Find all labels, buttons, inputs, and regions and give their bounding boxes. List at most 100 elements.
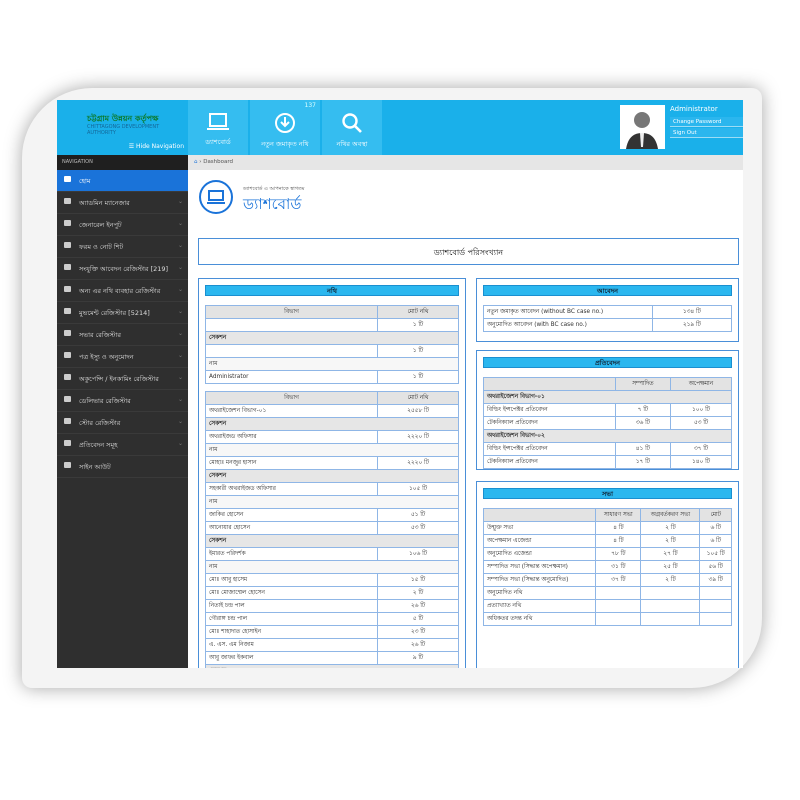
chevron-down-icon: ⌄ xyxy=(177,418,183,425)
chevron-down-icon: ⌄ xyxy=(177,352,183,359)
section-row: নাম xyxy=(205,495,459,509)
stats-table: সম্পাদিত অপেক্ষমান অথরাইজেশন বিভাগ-০১ বিল্ড… xyxy=(483,377,733,469)
sidebar-item[interactable]: প্রতিবেদন সমূহ ⌄ xyxy=(57,434,188,456)
column-header: অপেক্ষমান xyxy=(669,377,733,391)
table-row: মোঃ শাহাদাত হোসাইন ২৩ টি xyxy=(204,625,459,639)
row-label: ইমারত পরিদর্শক xyxy=(204,547,379,561)
row-label: Administrator xyxy=(204,370,379,384)
cell-value: ৩১ টি xyxy=(595,560,642,574)
sidebar-item-label: সভার রেজিস্টার xyxy=(79,331,121,339)
table-row: অনুমোদিত নথি xyxy=(482,586,732,600)
cell-value: ৫১ টি xyxy=(377,508,459,522)
cell-value: ৩৬ টি xyxy=(614,416,671,430)
cell-value xyxy=(699,586,732,600)
column-header: বিভাগ xyxy=(204,391,379,405)
section-label: সেকশন xyxy=(205,331,459,345)
column-header: মোট নথি xyxy=(377,391,459,405)
sidebar-item[interactable]: অকুপেন্সি / ইনকামিং রেজিস্টার ⌄ xyxy=(57,368,188,390)
cell-value xyxy=(640,599,701,613)
table-row: উন্মুক্ত সভা ৪ টি ২ টি ৬ টি xyxy=(482,521,732,535)
cell-value: ২২২০ টি xyxy=(377,456,459,470)
row-label: অপেক্ষমান এজেন্ডা xyxy=(482,534,597,548)
cell-value: ৯ টি xyxy=(377,651,459,665)
search-icon xyxy=(342,113,362,133)
sidebar-item-label: অ্যাডমিন ম্যানেজার xyxy=(79,199,130,207)
table-row: Administrator ১ টি xyxy=(204,370,459,384)
table-row: সম্পাদিত সভা (সিদ্ধান্ত অপেক্ষমান) ৩১ টি ২… xyxy=(482,560,732,574)
cell-value: ২১৯ টি xyxy=(651,318,733,332)
cell-value: ৩৯ টি xyxy=(699,573,732,587)
menu-icon xyxy=(64,198,71,204)
laptop-icon xyxy=(199,180,233,214)
row-label: মোঃ আবু হাসেম xyxy=(204,573,379,587)
sidebar-item[interactable]: স্টোর রেজিস্টার ⌄ xyxy=(57,412,188,434)
section-row: সেকশন xyxy=(205,534,459,548)
sidebar-item-label: প্রতিবেদন সমূহ xyxy=(79,441,118,449)
sidebar-item[interactable]: সংযুক্তি আবেদন রেজিস্টার [219] ⌄ xyxy=(57,258,188,280)
file-status-label: নথির অবস্থা xyxy=(336,140,368,148)
section-label: সেকশন xyxy=(205,534,459,548)
cell-value xyxy=(595,612,642,626)
section-label: নাম xyxy=(205,357,459,371)
sidebar-item[interactable]: সভার রেজিস্টার ⌄ xyxy=(57,324,188,346)
row-label: অনুমোদিত এজেন্ডা xyxy=(482,547,597,561)
sidebar-item-label: ডেলিভার রেজিস্টার xyxy=(79,397,131,405)
row-label: নতুন জমাকৃত আবেদন (without BC case no.) xyxy=(483,305,653,319)
cell-value: ৭ টি xyxy=(614,403,671,417)
new-submitted-files-button[interactable]: 137 নতুন জমাকৃত নথি xyxy=(250,100,320,155)
page-title: ড্যাশবোর্ড xyxy=(243,195,302,213)
row-label: সম্পাদিত সভা (সিদ্ধান্ত অনুমোদিত) xyxy=(482,573,597,587)
file-status-button[interactable]: নথির অবস্থা xyxy=(322,100,382,155)
breadcrumb-dashboard[interactable]: Dashboard xyxy=(203,159,234,165)
menu-icon xyxy=(64,220,71,226)
menu-icon xyxy=(64,374,71,380)
page-subtitle: ড্যাশবোর্ড এ আপনাকে স্বাগতম xyxy=(243,186,305,192)
row-label: এ. এস. এম নিজাম xyxy=(204,638,379,652)
chevron-down-icon: ⌄ xyxy=(177,198,183,205)
section-row: সেকশন xyxy=(205,331,459,345)
section-label: সেকশন xyxy=(205,417,459,431)
cell-value: ৫ টি xyxy=(377,612,459,626)
cell-value: ২ টি xyxy=(640,573,701,587)
table-row: অথরাইজড অফিসার ২২২০ টি xyxy=(204,430,459,444)
hide-navigation-button[interactable]: ☰ Hide Navigation xyxy=(128,143,184,150)
home-icon[interactable]: ⌂ xyxy=(194,159,198,165)
sidebar-item[interactable]: হোম xyxy=(57,170,188,192)
sidebar-item-label: সংযুক্তি আবেদন রেজিস্টার [219] xyxy=(79,265,169,273)
sidebar-item[interactable]: ফরম ও নোট শিট ⌄ xyxy=(57,236,188,258)
table-row: অনুমোদিত আবেদন (with BC case no.) ২১৯ টি xyxy=(483,318,733,332)
row-label: উন্মুক্ত সভা xyxy=(482,521,597,535)
table-header-row: বিভাগ মোট নথি xyxy=(204,305,459,319)
cell-value: ৪১ টি xyxy=(614,442,671,456)
sidebar-item[interactable]: জেনারেল ইনপুট ⌄ xyxy=(57,214,188,236)
cell-value: ১৩৪ টি xyxy=(651,305,733,319)
cell-value: ১ টি xyxy=(377,370,459,384)
section-row: সেকশন xyxy=(205,417,459,431)
section-row: নাম xyxy=(205,560,459,574)
table-row: টেকনিক্যাল প্রতিবেদন ৩৬ টি ৫৩ টি xyxy=(483,416,733,430)
table-row: নিতাই চন্দ্র পাল ২৬ টি xyxy=(204,599,459,613)
sidebar-item[interactable]: অন্য এর নথি ব্যবহার রেজিস্টার ⌄ xyxy=(57,280,188,302)
menu-icon xyxy=(64,264,71,270)
sidebar-item[interactable]: সাইন আউট xyxy=(57,456,188,478)
row-label: নিতাই চন্দ্র পাল xyxy=(204,599,379,613)
cell-value xyxy=(699,612,732,626)
row-label: জাকির হোসেন xyxy=(204,508,379,522)
count-badge: 137 xyxy=(304,102,316,109)
main-content: ⌂ › Dashboard ড্যাশবোর্ড এ আপনাকে স্বাগত… xyxy=(188,155,743,668)
sidebar-item-label: স্টোর রেজিস্টার xyxy=(79,419,121,427)
cell-value xyxy=(699,599,732,613)
avatar xyxy=(620,105,665,149)
sidebar-item[interactable]: পত্র ইস্যু ও অনুমোদন ⌄ xyxy=(57,346,188,368)
dashboard-button[interactable]: ড্যাশবোর্ড xyxy=(188,100,248,155)
sign-out-link[interactable]: Sign Out xyxy=(670,128,743,138)
table-header-row: সম্পাদিত অপেক্ষমান xyxy=(483,377,733,391)
sidebar-item[interactable]: ডেলিভার রেজিস্টার ⌄ xyxy=(57,390,188,412)
laptop-icon xyxy=(207,113,229,130)
sidebar-item[interactable]: মুভমেন্ট রেজিস্টার [5214] ⌄ xyxy=(57,302,188,324)
change-password-link[interactable]: Change Password xyxy=(670,117,743,127)
panel-title: নথি xyxy=(205,285,459,296)
section-row: সেকশন xyxy=(205,469,459,483)
dashboard-button-label: ড্যাশবোর্ড xyxy=(205,138,231,146)
sidebar-item[interactable]: অ্যাডমিন ম্যানেজার ⌄ xyxy=(57,192,188,214)
